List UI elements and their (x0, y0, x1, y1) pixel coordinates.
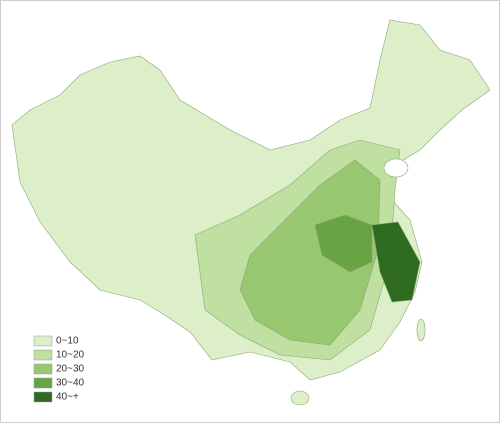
region-band (314, 214, 373, 273)
island (290, 390, 310, 406)
region-band (371, 221, 421, 303)
legend-swatch (33, 377, 53, 389)
island (416, 318, 426, 342)
bohai-sea (383, 158, 409, 178)
legend: 0~10 10~20 20~30 30~40 40~+ (33, 335, 85, 403)
legend-swatch (33, 349, 53, 361)
legend-label: 40~+ (56, 392, 79, 403)
legend-label: 0~10 (56, 336, 79, 347)
legend-swatch (33, 391, 53, 403)
legend-label: 30~40 (56, 378, 85, 389)
legend-swatch (33, 363, 53, 375)
legend-label: 20~30 (56, 364, 85, 375)
region-band (239, 159, 381, 346)
map-regions (11, 19, 491, 406)
legend-swatch (33, 335, 53, 347)
legend-label: 10~20 (56, 350, 85, 361)
